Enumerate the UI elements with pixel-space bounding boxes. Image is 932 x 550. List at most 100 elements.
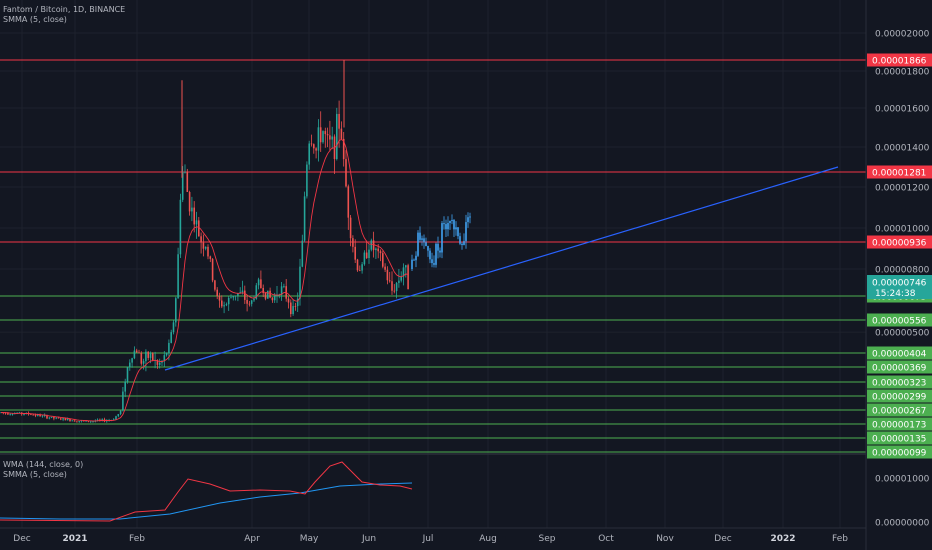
smma-legend[interactable]: SMMA (5, close) (3, 15, 67, 24)
time-axis[interactable]: Dec 2021 Feb Apr May Jun Jul Aug Sep Oct Nov Dec 202… (13, 534, 848, 544)
candle-body (149, 353, 152, 358)
time-label: 2021 (62, 534, 87, 544)
candle-body (347, 186, 350, 218)
projection-body (411, 259, 413, 269)
candle-body (147, 351, 149, 358)
candle-body (9, 414, 11, 416)
candle-body (241, 290, 244, 293)
horizontal-levels (0, 59, 866, 453)
projection-body (467, 217, 469, 223)
candle-body (221, 300, 223, 307)
candle-body (195, 220, 198, 225)
time-label: Jul (422, 534, 434, 544)
indicator-pane (0, 461, 413, 522)
time-label: Feb (129, 534, 145, 544)
candle-body (379, 251, 382, 254)
current-price-label: 0.00000746 (872, 279, 927, 289)
indicator-tick-label: 0.00000000 (875, 519, 930, 529)
support-level-label: 0.00000267 (872, 407, 926, 417)
candle-body (375, 248, 377, 251)
candle-body (30, 414, 32, 416)
support-level-label: 0.00000299 (872, 393, 927, 403)
candle-body (135, 350, 138, 353)
candle-body (225, 304, 228, 306)
candle-body (181, 172, 184, 200)
candle-body (405, 265, 407, 268)
candle-body (172, 322, 175, 333)
candle-body (71, 420, 74, 422)
candle-body (287, 298, 290, 303)
resistance-level-tag (867, 235, 932, 249)
candle-body (329, 135, 331, 140)
projection-body (445, 224, 447, 230)
candle-body (83, 420, 85, 422)
resistance-level-label: 0.00001866 (872, 57, 927, 67)
candle-body (267, 290, 269, 299)
candle-body (87, 420, 90, 422)
candle-body (340, 128, 343, 139)
candle-body (142, 361, 145, 364)
candle-body (386, 269, 389, 281)
countdown-label: 15:24:38 (875, 289, 916, 299)
support-level-label: 0.00000556 (872, 317, 927, 327)
candle-body (280, 286, 283, 295)
candle-body (214, 280, 216, 290)
time-label: Apr (244, 534, 260, 544)
candle-body (175, 298, 177, 323)
projection-body (463, 241, 465, 245)
candle-body (250, 300, 253, 304)
candle-body (78, 421, 80, 422)
candle-body (209, 256, 212, 259)
smma-sub-legend[interactable]: SMMA (5, close) (3, 470, 67, 479)
candle-body (368, 249, 370, 259)
candle-body (129, 362, 131, 368)
symbol-title[interactable]: Fantom / Bitcoin, 1D, BINANCE (3, 5, 126, 14)
candle-body (269, 290, 271, 298)
candle-body (37, 414, 39, 416)
projection-body (441, 223, 443, 253)
candle-body (34, 414, 37, 416)
candle-body (283, 286, 285, 287)
resistance-level-tag (867, 165, 932, 179)
projection-body (427, 245, 429, 251)
candle-body (393, 290, 396, 292)
candle-body (264, 292, 267, 299)
smma-line-group (1, 138, 409, 422)
projection-body (451, 219, 453, 221)
candle-body (294, 306, 297, 307)
price-axis[interactable]: 0.00002000 0.00001800 0.00001600 0.00001400… (875, 30, 930, 529)
candle-body (188, 191, 191, 212)
projection-body (459, 236, 461, 244)
price-tick-label: 0.00000800 (875, 266, 930, 276)
candle-body (232, 295, 235, 298)
wma-legend[interactable]: WMA (144, close, 0) (3, 460, 84, 469)
candle-body (23, 414, 25, 415)
candle-body (207, 246, 209, 257)
projection-body (417, 232, 419, 256)
candle-body (216, 289, 218, 297)
candle-body (303, 196, 306, 241)
candle-body (260, 279, 262, 288)
candle-body (177, 254, 179, 299)
candle-body (262, 287, 264, 293)
projection-body (419, 232, 421, 240)
candle-body (315, 148, 317, 151)
price-tick-label: 0.00001400 (875, 144, 930, 154)
candle-body (255, 285, 258, 299)
main-legend: Fantom / Bitcoin, 1D, BINANCE SMMA (5, c… (3, 5, 125, 25)
candle-body (361, 264, 363, 271)
candle-body (117, 414, 120, 417)
support-level-tag (867, 431, 932, 445)
candle-body (50, 416, 53, 418)
candle-body (227, 297, 230, 305)
support-level-label: 0.00000135 (872, 435, 926, 445)
candle-body (370, 240, 373, 250)
candle-body (131, 358, 133, 363)
time-label: Oct (598, 534, 614, 544)
candle-body (55, 417, 57, 419)
projection-body (443, 223, 445, 225)
candle-body (388, 280, 391, 282)
candle-body (377, 248, 379, 252)
candle-body (338, 113, 340, 129)
